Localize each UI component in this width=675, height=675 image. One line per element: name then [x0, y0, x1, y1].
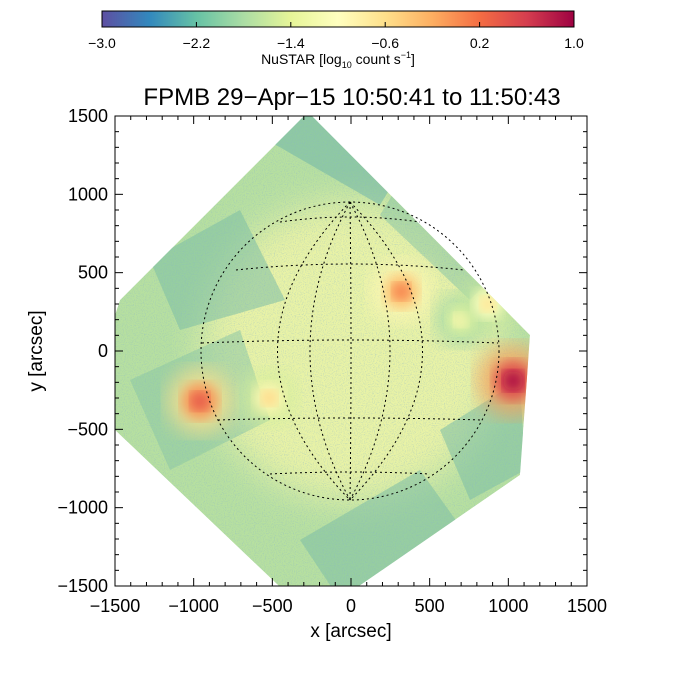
- y-tick-label: −1000: [57, 498, 108, 518]
- y-axis-label: y [arcsec]: [26, 310, 47, 391]
- colorbar-tick-label: −2.2: [183, 35, 211, 51]
- x-axis-label: x [arcsec]: [310, 621, 391, 642]
- colorbar-tick-label: −3.0: [88, 35, 116, 51]
- y-tick-label: −1500: [57, 576, 108, 596]
- x-tick-label: 1500: [567, 596, 607, 616]
- source-north-center: [370, 260, 433, 323]
- y-tick-label: 1500: [68, 106, 108, 126]
- source-limb-east: [167, 368, 233, 434]
- y-tick-label: −500: [67, 419, 108, 439]
- colorbar-label: NuSTAR [log10 count s−1]: [261, 50, 415, 70]
- noise-speckle: [115, 116, 530, 586]
- plot-frame: −1500 −1000 −500 0 500 1000 1500 −1500 −1000 −500…: [57, 106, 607, 616]
- x-tick-label: −500: [252, 596, 293, 616]
- colorbar-ticks: −3.0 −2.2 −1.4 −0.6 0.2 1.0: [88, 22, 584, 51]
- colorbar: −3.0 −2.2 −1.4 −0.6 0.2 1.0 NuSTAR [log10 cou…: [88, 10, 584, 70]
- colorbar-tick-label: 0.2: [470, 35, 490, 51]
- plot-title: FPMB 29−Apr−15 10:50:41 to 11:50:43: [143, 84, 560, 111]
- colorbar-tick-label: −1.4: [277, 35, 305, 51]
- latitude-line: [217, 417, 483, 421]
- source-west-small: [460, 276, 516, 332]
- y-tick-label: 1000: [68, 184, 108, 204]
- source-east-small: [241, 370, 297, 426]
- map-image: [115, 116, 530, 586]
- axis-ticks: −1500 −1000 −500 0 500 1000 1500 −1500 −1000 −500…: [57, 106, 607, 616]
- latitude-line: [279, 216, 421, 223]
- x-tick-label: 1000: [488, 596, 528, 616]
- source-limb-west: [477, 345, 530, 417]
- longitude-line: [309, 201, 351, 501]
- colorbar-tick-label: 1.0: [564, 35, 584, 51]
- longitude-line: [349, 201, 423, 501]
- longitude-line: [277, 201, 351, 501]
- y-tick-label: 500: [78, 263, 108, 283]
- y-tick-label: 0: [98, 341, 108, 361]
- x-tick-label: 500: [415, 596, 445, 616]
- x-tick-label: −1500: [90, 596, 141, 616]
- x-tick-label: 0: [346, 596, 356, 616]
- colorbar-gradient: [101, 10, 575, 28]
- colorbar-tick-label: −0.6: [371, 35, 399, 51]
- longitude-line: [349, 201, 391, 501]
- heliographic-grid: [200, 201, 500, 501]
- sources: [167, 260, 530, 434]
- x-tick-label: −1000: [168, 596, 219, 616]
